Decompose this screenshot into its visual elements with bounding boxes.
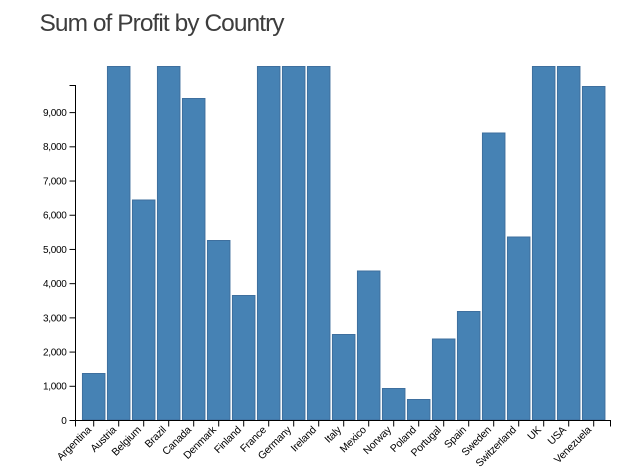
svg-text:Sum of Profit by Country: Sum of Profit by Country bbox=[40, 10, 286, 37]
svg-text:5,000: 5,000 bbox=[43, 245, 67, 256]
svg-text:Ireland: Ireland bbox=[289, 424, 319, 454]
svg-text:3,000: 3,000 bbox=[43, 313, 67, 324]
svg-text:UK: UK bbox=[525, 424, 544, 443]
svg-text:6,000: 6,000 bbox=[43, 211, 67, 222]
svg-text:8,000: 8,000 bbox=[43, 142, 67, 153]
svg-text:Argentina: Argentina bbox=[55, 424, 94, 463]
svg-text:Finland: Finland bbox=[212, 424, 244, 456]
svg-text:2,000: 2,000 bbox=[43, 347, 67, 358]
svg-text:0: 0 bbox=[61, 416, 67, 427]
svg-text:7,000: 7,000 bbox=[43, 176, 67, 187]
svg-text:1,000: 1,000 bbox=[43, 382, 67, 393]
svg-text:9,000: 9,000 bbox=[43, 108, 67, 119]
svg-text:4,000: 4,000 bbox=[43, 279, 67, 290]
svg-text:Norway: Norway bbox=[361, 423, 394, 456]
